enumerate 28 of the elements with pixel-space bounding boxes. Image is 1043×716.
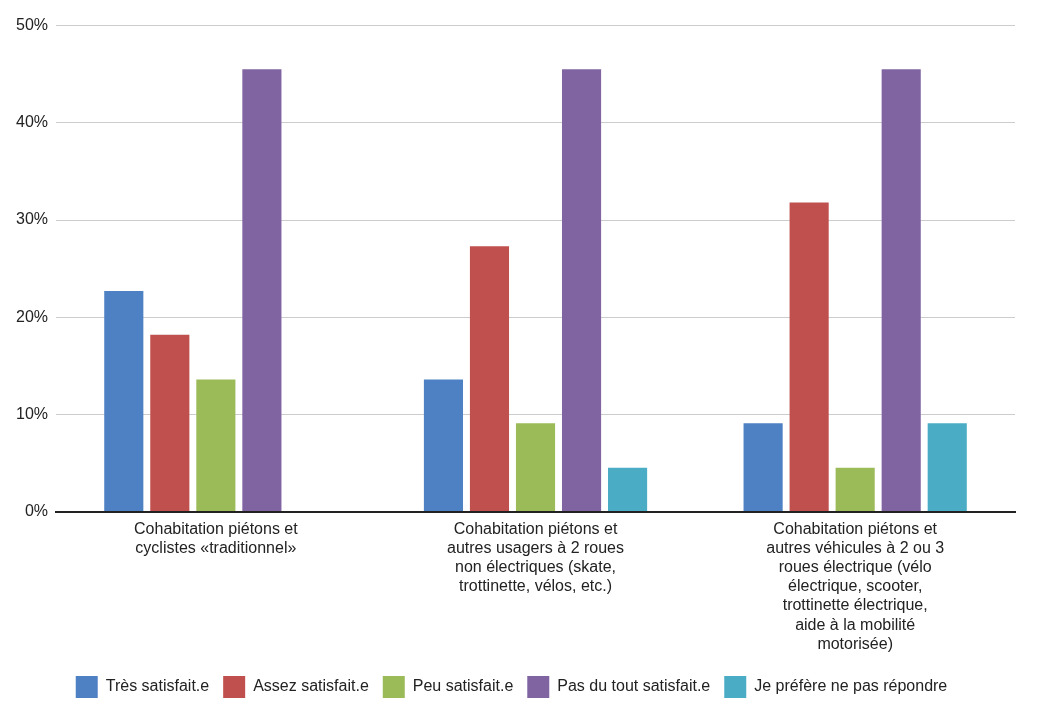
- bar: [835, 467, 875, 512]
- bar: [423, 379, 464, 512]
- legend-label: Pas du tout satisfait.e: [557, 677, 711, 695]
- legend-label: Je préfère ne pas répondre: [754, 677, 948, 695]
- legend-label: Très satisfait.e: [105, 677, 210, 695]
- bar: [469, 246, 510, 512]
- y-tick-label: 30%: [15, 210, 49, 228]
- bar: [743, 423, 783, 512]
- x-tick-label: Cohabitation piétons et cyclistes «traditionnel»: [134, 519, 299, 556]
- y-tick-label: 40%: [15, 113, 49, 131]
- bar: [881, 69, 921, 512]
- bar: [515, 423, 556, 512]
- y-tick-label: 10%: [15, 404, 49, 422]
- x-tick-label: Cohabitation piétons et autres véhicules à 2 ou 3 roues électrique (vélo électrique, scooter, trottinette électrique, aide à la mobilité motorisée): [766, 519, 945, 652]
- legend-label: Peu satisfait.e: [412, 677, 514, 695]
- bar: [608, 467, 648, 512]
- legend-label: Assez satisfait.e: [253, 677, 369, 695]
- bar: [561, 69, 602, 512]
- bar: [150, 334, 190, 512]
- bar: [927, 423, 967, 512]
- y-tick-label: 20%: [15, 307, 49, 325]
- bar: [242, 69, 282, 512]
- bar: [104, 290, 144, 512]
- bar: [196, 379, 236, 512]
- y-tick-label: 50%: [15, 16, 49, 34]
- x-tick-label: Cohabitation piétons et autres usagers à 2 roues non électriques (skate, trottinette, vélos, etc.): [447, 519, 625, 595]
- y-tick-label: 0%: [24, 502, 49, 520]
- bar: [789, 202, 829, 512]
